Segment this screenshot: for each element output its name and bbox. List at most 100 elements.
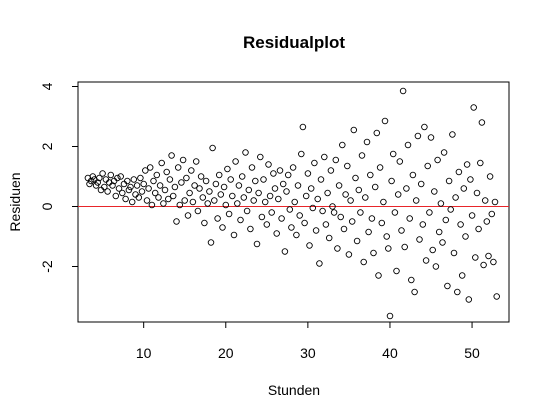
data-point: [319, 207, 326, 215]
data-point: [409, 171, 417, 179]
data-point: [248, 164, 256, 171]
data-point: [186, 189, 193, 197]
data-point: [463, 161, 471, 168]
data-point: [238, 173, 246, 180]
data-point: [115, 185, 123, 192]
data-point: [465, 296, 473, 303]
data-point: [220, 183, 228, 191]
data-point: [288, 224, 295, 231]
data-point: [161, 186, 169, 194]
data-point: [173, 218, 180, 225]
data-point: [225, 210, 233, 218]
data-point: [412, 197, 420, 204]
data-point: [493, 293, 500, 300]
data-point: [332, 156, 340, 164]
data-point: [148, 201, 156, 209]
data-point: [293, 231, 300, 239]
data-point: [322, 221, 330, 228]
data-point: [375, 272, 382, 279]
data-point: [192, 158, 200, 165]
data-point: [215, 171, 223, 179]
data-point: [163, 168, 170, 176]
data-point: [94, 179, 101, 186]
data-point: [460, 185, 468, 192]
data-point: [169, 192, 177, 200]
data-point: [142, 167, 149, 174]
data-point: [421, 123, 428, 131]
data-point: [275, 195, 282, 203]
data-point: [342, 191, 349, 198]
data-point: [151, 189, 159, 197]
data-point: [309, 204, 317, 212]
data-point: [224, 165, 231, 173]
data-point: [181, 197, 188, 204]
data-point: [455, 168, 463, 176]
data-point: [450, 249, 458, 257]
data-point: [475, 225, 482, 233]
data-point: [337, 213, 344, 221]
x-tick-label: 10: [136, 345, 152, 361]
data-point: [491, 198, 499, 206]
y-tick-label: -2: [39, 260, 55, 273]
data-point: [242, 149, 249, 156]
data-point: [235, 182, 243, 189]
data-point: [385, 245, 392, 252]
data-point: [432, 263, 440, 270]
data-point: [404, 141, 412, 149]
data-point: [365, 228, 372, 236]
y-tick-label: 2: [39, 142, 55, 150]
data-point: [321, 153, 328, 161]
data-point: [444, 282, 451, 290]
data-point: [266, 192, 274, 200]
data-point: [176, 201, 184, 209]
data-point: [396, 158, 404, 165]
data-point: [440, 149, 448, 156]
data-point: [179, 156, 187, 164]
data-point: [352, 174, 359, 182]
x-axis: 10 20 30 40 50: [136, 322, 480, 361]
data-point: [289, 164, 297, 171]
data-point: [442, 216, 450, 224]
data-point: [468, 212, 476, 219]
data-point: [373, 129, 381, 137]
data-point: [422, 257, 430, 264]
data-point: [383, 233, 390, 240]
data-point: [296, 212, 303, 219]
data-point: [117, 173, 124, 180]
data-point: [153, 171, 161, 179]
data-point: [201, 219, 208, 227]
data-point: [99, 170, 106, 177]
data-point: [199, 194, 207, 201]
data-point: [174, 164, 182, 171]
data-point: [260, 176, 267, 183]
data-point: [362, 194, 369, 201]
data-point: [196, 185, 203, 192]
chart-title: Residualplot: [243, 33, 345, 52]
data-point: [447, 206, 454, 213]
data-point: [178, 179, 185, 186]
data-point: [470, 104, 477, 111]
data-point: [207, 239, 215, 246]
y-axis-title: Residuen: [7, 172, 23, 231]
data-point: [358, 152, 366, 159]
data-point: [424, 162, 431, 170]
data-point: [406, 215, 413, 222]
data-point: [302, 192, 310, 200]
data-point: [229, 192, 236, 200]
data-point: [353, 237, 361, 245]
data-point: [183, 174, 190, 182]
data-point: [301, 219, 308, 227]
data-point: [97, 186, 105, 194]
data-point: [133, 182, 141, 189]
data-point: [278, 215, 285, 222]
data-point: [350, 126, 358, 134]
data-point: [120, 180, 128, 188]
data-point: [232, 158, 239, 165]
data-point: [411, 288, 418, 296]
data-point: [370, 249, 377, 257]
data-point: [109, 182, 116, 189]
data-point: [345, 251, 353, 258]
data-point: [490, 258, 497, 266]
data-point: [204, 200, 211, 207]
data-point: [252, 177, 259, 185]
